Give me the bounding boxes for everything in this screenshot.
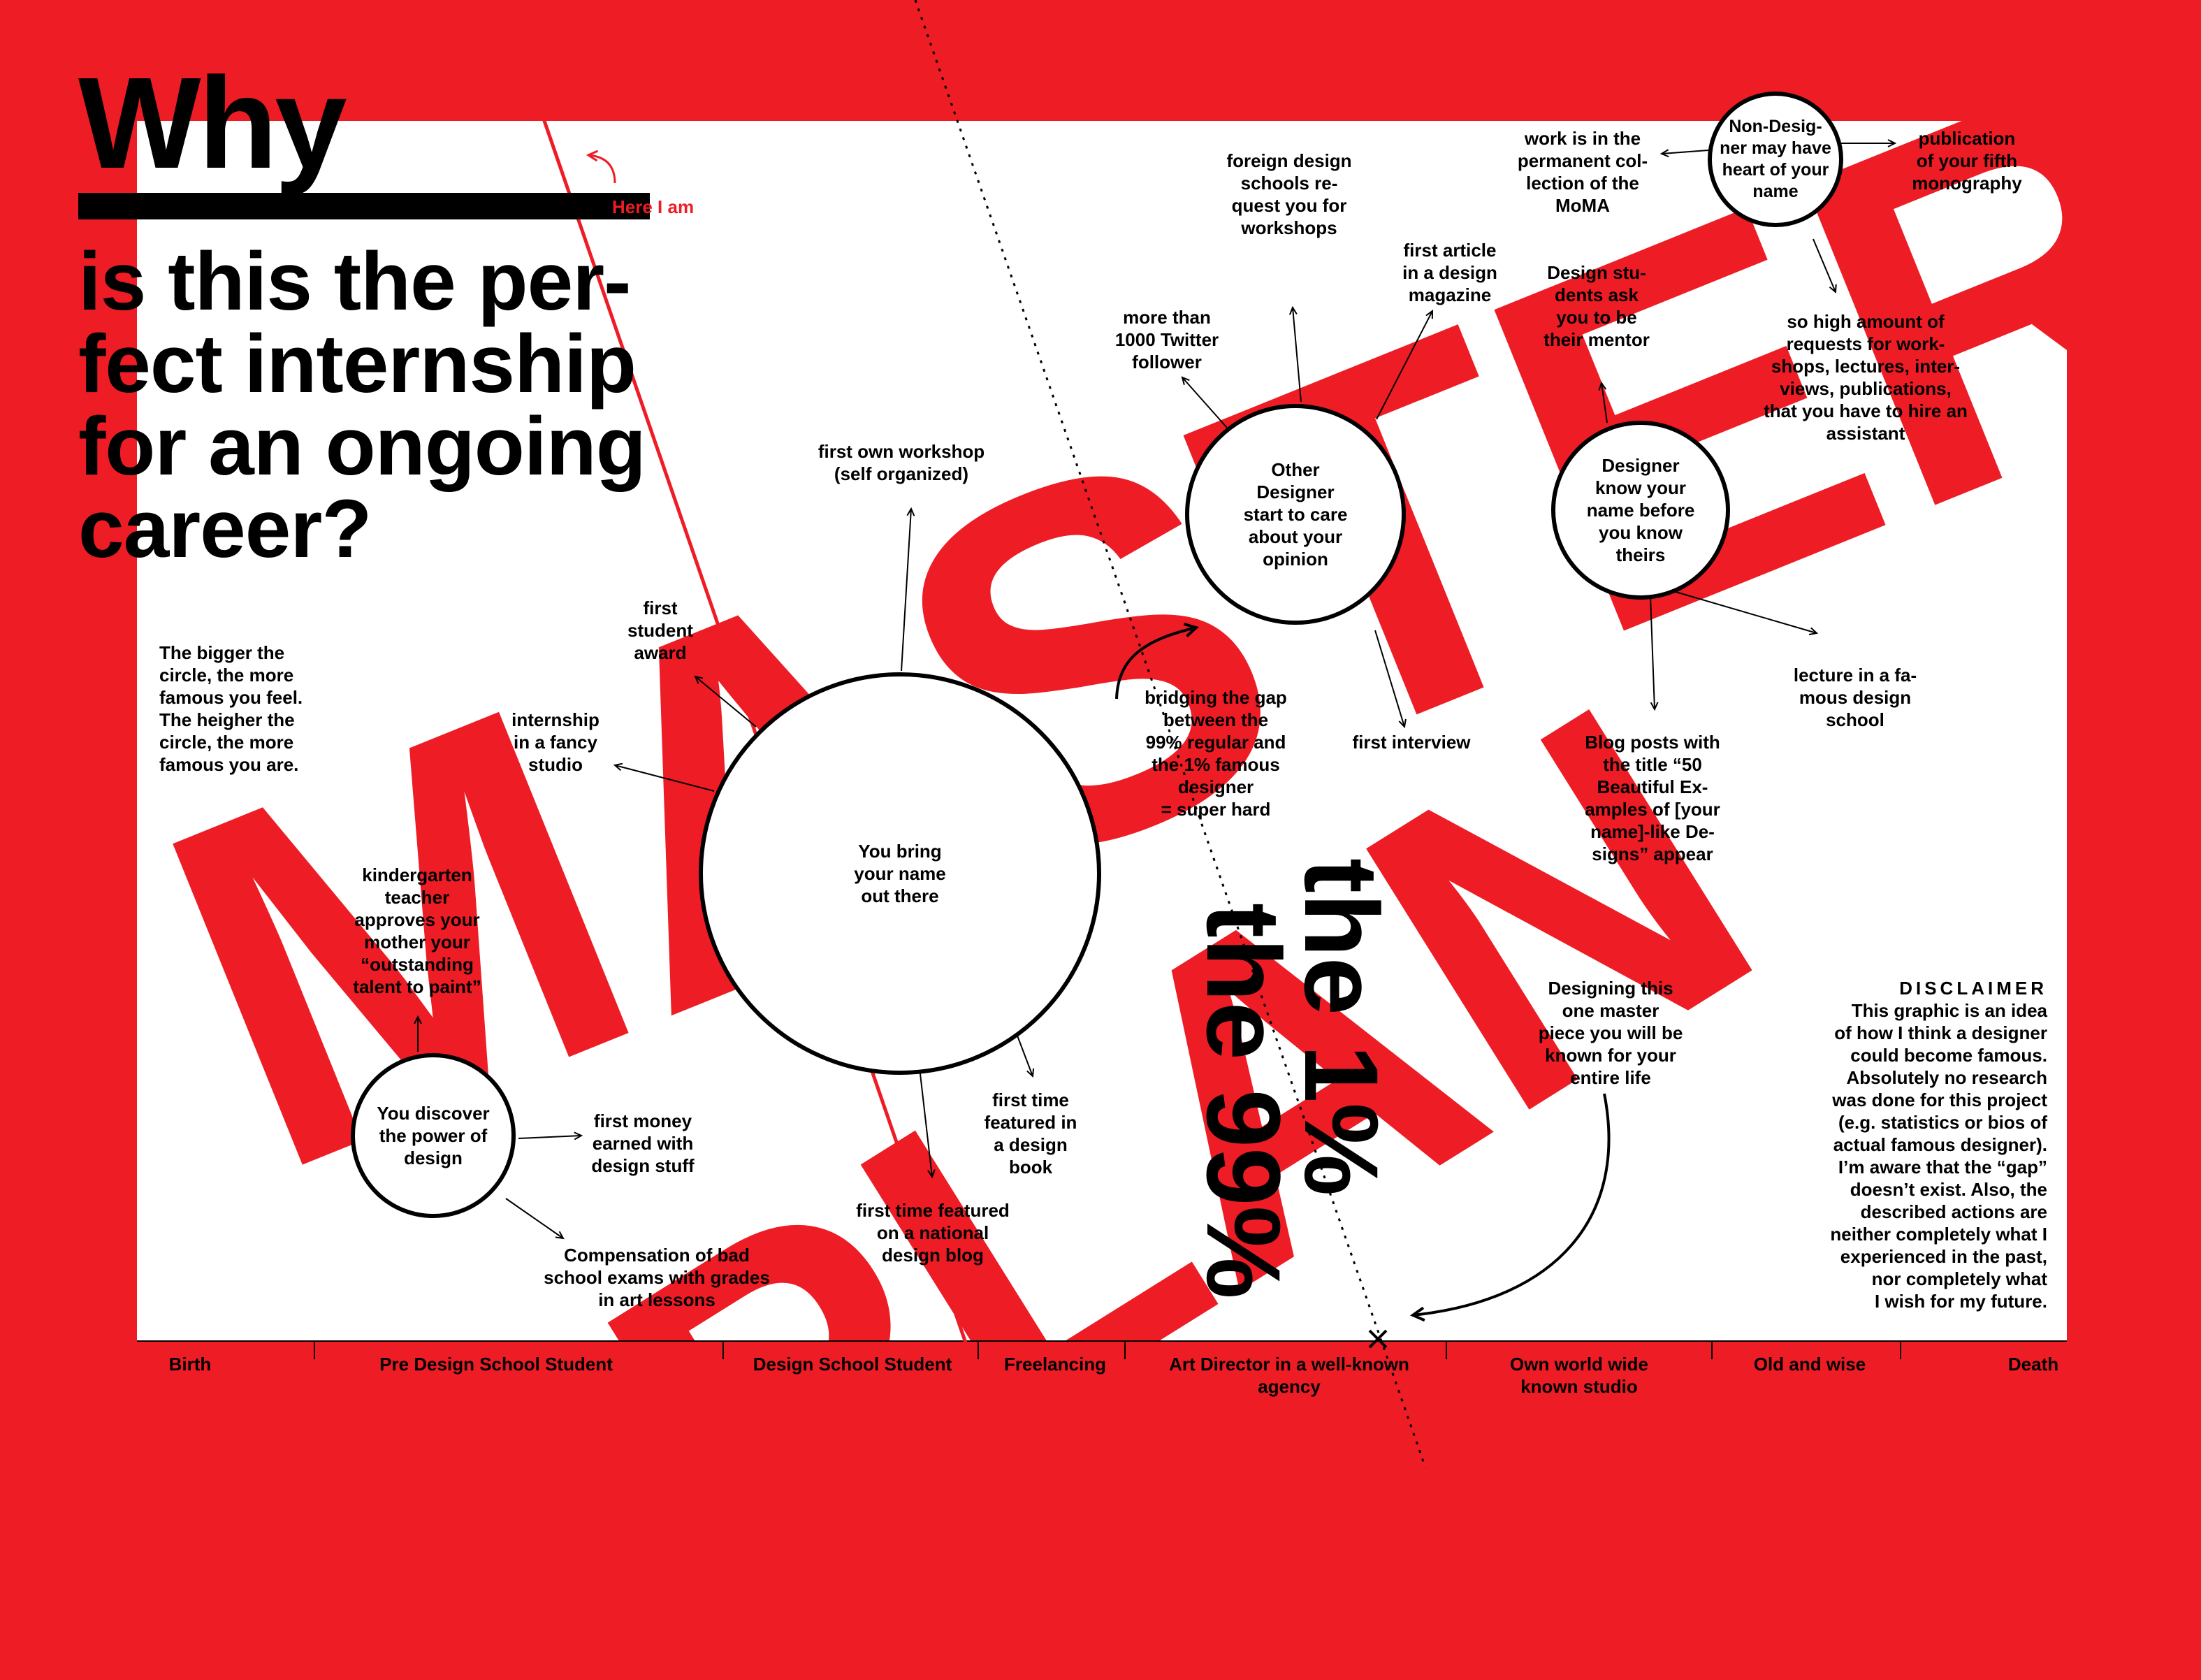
title-underline [78, 193, 650, 219]
label-first-article: first article in a design magazine [1402, 240, 1497, 305]
circle-other-designer: Other Designer start to care about your … [1185, 404, 1406, 625]
timeline-old-wise: Old and wise [1753, 1354, 1866, 1375]
circle-bring-name: You bring your name out there [699, 672, 1101, 1075]
label-first-interview: first interview [1352, 732, 1471, 753]
title-question: is this the per- fect internship for an … [78, 236, 646, 575]
label-requests: so high amount of requests for work- sho… [1764, 311, 1968, 444]
timeline-freelancing: Freelancing [1004, 1354, 1106, 1375]
circle-discover: You discover the power of design [351, 1053, 516, 1218]
label-first-award: first student award [627, 598, 693, 663]
label-lecture: lecture in a fa- mous design school [1793, 665, 1917, 730]
timeline-pre-school: Pre Design School Student [379, 1354, 613, 1375]
here-i-am-label: Here I am [612, 196, 695, 217]
timeline-school: Design School Student [753, 1354, 952, 1375]
circle-know-name: Designer know your name before you know … [1551, 421, 1730, 600]
label-bridging: bridging the gap between the 99% regular… [1145, 687, 1287, 820]
label-first-blog: first time featured on a national design… [856, 1200, 1010, 1266]
disclaimer-body: This graphic is an idea of how I think a… [1830, 1000, 2047, 1312]
label-one-percent: the 1% [1283, 858, 1400, 1196]
label-twitter: more than 1000 Twitter follower [1114, 307, 1219, 372]
label-ninety-nine-percent: the 99% [1185, 903, 1302, 1299]
label-kindergarten: kindergarten teacher approves your mothe… [353, 864, 481, 997]
masterpiece-arrow [1409, 1093, 1611, 1322]
cross-mark [1368, 1329, 1388, 1349]
circle-size-note: The bigger the circle, the more famous y… [159, 642, 303, 775]
timeline-own-studio: Own world wide known studio [1510, 1354, 1648, 1397]
label-fifth-mono: publication of your fifth monography [1912, 128, 2022, 194]
label-internship: internship in a fancy studio [511, 709, 600, 775]
label-blog-posts: Blog posts with the title “50 Beautiful … [1585, 732, 1720, 864]
label-first-time-book: first time featured in a design book [984, 1089, 1077, 1178]
label-first-money: first money earned with design stuff [591, 1110, 695, 1176]
title-why: Why [78, 51, 347, 196]
timeline-art-director: Art Director in a well-known agency [1169, 1354, 1409, 1397]
disclaimer-heading: DISCLAIMER [1899, 978, 2047, 999]
label-moma: work is in the permanent col- lection of… [1517, 128, 1648, 216]
label-first-workshop: first own workshop (self organized) [818, 441, 985, 484]
circle-non-designer: Non-Desig- ner may have heart of your na… [1708, 92, 1843, 227]
label-compensation: Compensation of bad school exams with gr… [544, 1245, 770, 1310]
label-students-mentor: Design stu- dents ask you to be their me… [1543, 262, 1650, 350]
label-foreign: foreign design schools re- quest you for… [1226, 150, 1352, 238]
gap-crossing-arrow [1115, 622, 1199, 700]
label-masterpiece: Designing this one master piece you will… [1538, 978, 1683, 1088]
timeline-death: Death [2007, 1354, 2059, 1375]
here-i-am-arrow [586, 150, 616, 184]
timeline-birth: Birth [168, 1354, 212, 1375]
